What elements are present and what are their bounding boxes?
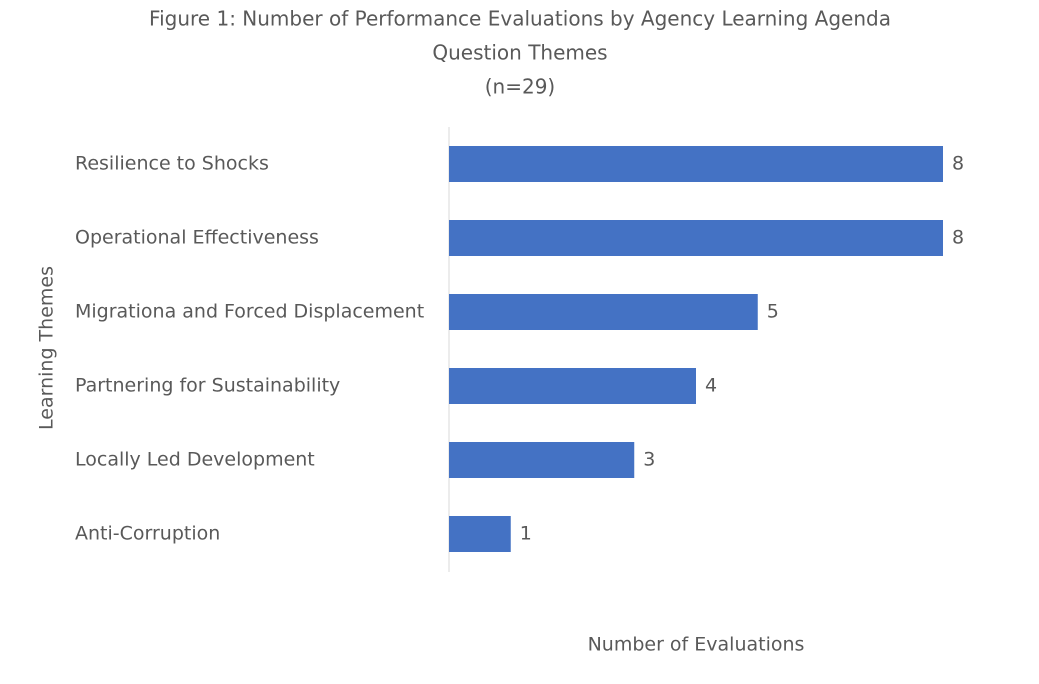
bar xyxy=(449,294,758,330)
bar xyxy=(449,442,635,478)
bar xyxy=(449,146,943,182)
y-tick-label: Resilience to Shocks xyxy=(75,153,269,175)
chart-title: Question Themes xyxy=(432,41,607,65)
data-label: 8 xyxy=(952,153,964,175)
data-label: 1 xyxy=(520,523,532,545)
data-label: 3 xyxy=(643,449,655,471)
data-label: 5 xyxy=(767,301,779,323)
chart-subtitle: (n=29) xyxy=(485,75,556,99)
y-tick-label: Operational Effectiveness xyxy=(75,227,319,249)
bar xyxy=(449,220,943,256)
data-label: 8 xyxy=(952,227,964,249)
y-tick-label: Partnering for Sustainability xyxy=(75,375,340,397)
y-axis-title: Learning Themes xyxy=(36,266,58,430)
data-label: 4 xyxy=(705,375,717,397)
bar xyxy=(449,368,696,404)
x-axis-title: Number of Evaluations xyxy=(588,634,805,656)
bar xyxy=(449,516,511,552)
y-tick-label: Anti-Corruption xyxy=(75,523,220,545)
chart-title: Figure 1: Number of Performance Evaluati… xyxy=(149,7,891,31)
y-tick-label: Locally Led Development xyxy=(75,449,315,471)
y-tick-label: Migrationa and Forced Displacement xyxy=(75,301,424,323)
